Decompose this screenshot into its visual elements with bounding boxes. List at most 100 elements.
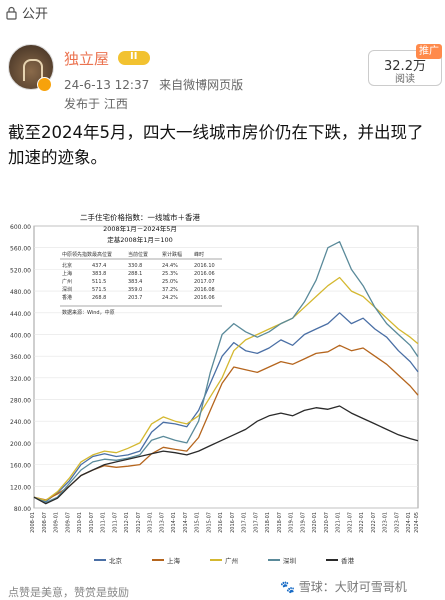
y-tick-label: 560.00 [10, 246, 31, 253]
chart-image: 80.00 120.00 160.00 200.00 240.00 280.00 320.0… [0, 190, 445, 574]
level-label: II [130, 51, 138, 62]
table-cell: 广州 [62, 278, 72, 285]
read-label: 阅读 [395, 74, 415, 85]
avatar[interactable] [8, 44, 54, 90]
x-tick-label: 2017-01 [242, 512, 248, 533]
table-cell: 571.5 [92, 287, 106, 293]
table-cell: 2016.06 [194, 295, 215, 301]
username[interactable]: 独立屋 [64, 50, 110, 68]
table-cell: 香港 [62, 294, 72, 301]
y-tick-label: 600.00 [10, 224, 31, 231]
table-cell: 2016.06 [194, 271, 215, 277]
x-tick-label: 2012-07 [136, 512, 142, 533]
x-tick-label: 2024-01 [406, 512, 412, 533]
x-tick-label: 2018-07 [277, 512, 283, 533]
table-cell: 北京 [62, 262, 72, 269]
x-tick-label: 2012-01 [124, 512, 130, 533]
x-tick-label: 2013-07 [159, 512, 165, 533]
y-tick-label: 400.00 [10, 332, 31, 339]
x-tick-label: 2018-01 [265, 512, 271, 533]
legend-label-香港: 香港 [341, 556, 355, 565]
chart-base-note: 定基2008年1月＝100 [107, 235, 173, 244]
table-cell: 359.0 [128, 287, 142, 293]
x-tick-label: 2022-07 [371, 512, 377, 533]
watermark-text: 🐾 雪球：大财可雪哥机 [280, 580, 407, 594]
table-header: 峰时 [194, 251, 204, 258]
x-tick-label: 2014-01 [171, 512, 177, 533]
series-line-北京 [33, 312, 419, 503]
level-badge: II [118, 51, 150, 65]
x-tick-label: 2008-01 [30, 512, 36, 533]
y-tick-label: 80.00 [14, 506, 31, 513]
top-bar: 公开 [0, 0, 445, 26]
table-cell: 2016.08 [194, 287, 215, 293]
table-cell: 25.0% [162, 279, 178, 285]
table-cell: 上海 [62, 270, 72, 277]
table-cell: 37.2% [162, 287, 178, 293]
x-tick-label: 2008-07 [42, 512, 48, 533]
table-header: 当前位置 [128, 251, 148, 258]
y-tick-label: 320.00 [10, 376, 31, 383]
table-header: 最高位置 [92, 251, 112, 258]
visibility-label: 公开 [22, 7, 49, 22]
y-tick-label: 160.00 [10, 463, 31, 470]
legend-label-北京: 北京 [109, 556, 123, 565]
post-source: 来自微博网页版 [159, 78, 244, 92]
verified-badge-icon [37, 77, 52, 92]
y-tick-label: 440.00 [10, 311, 31, 318]
table-cell: 288.1 [128, 271, 142, 277]
table-header: 累计跌幅 [162, 251, 182, 258]
y-tick-label: 240.00 [10, 419, 31, 426]
table-source: 数据来源：Wind，中原 [62, 309, 115, 316]
x-tick-label: 2016-01 [218, 512, 224, 533]
chart-title: 二手住宅价格指数：一线城市＋香港 [80, 212, 200, 222]
promote-tag[interactable]: 推广 [416, 44, 442, 59]
x-tick-label: 2023-01 [383, 512, 389, 533]
table-cell: 383.8 [92, 271, 106, 277]
y-tick-label: 200.00 [10, 441, 31, 448]
table-cell: 437.4 [92, 263, 106, 269]
table-cell: 24.2% [162, 295, 178, 301]
x-tick-label: 2020-01 [312, 512, 318, 533]
footer-text: 点赞是美意，赞赏是鼓励 [8, 586, 129, 599]
x-tick-label: 2014-07 [183, 512, 189, 533]
y-tick-label: 360.00 [10, 354, 31, 361]
post-text: 截至2024年5月，四大一线城市房价仍在下跌，并出现了加速的迹象。 [8, 123, 424, 167]
series-line-香港 [33, 405, 419, 505]
y-tick-label: 480.00 [10, 289, 31, 296]
lock-icon [6, 6, 17, 20]
x-tick-label: 2016-07 [230, 512, 236, 533]
table-cell: 25.3% [162, 271, 178, 277]
x-tick-label: 2011-01 [101, 512, 107, 533]
table-cell: 511.5 [92, 279, 106, 285]
series-line-广州 [33, 276, 419, 502]
x-tick-label: 2020-07 [324, 512, 330, 533]
x-tick-label: 2009-07 [65, 512, 71, 533]
legend-label-广州: 广州 [225, 556, 238, 565]
legend-label-深圳: 深圳 [283, 556, 296, 565]
legend-label-上海: 上海 [167, 556, 181, 565]
table-cell: 383.4 [128, 279, 142, 285]
post-date: 24-6-13 12:37 [64, 78, 150, 92]
price-index-chart: 80.00 120.00 160.00 200.00 240.00 280.00 320.0… [10, 212, 420, 565]
read-count: 32.2万 [384, 59, 426, 74]
x-tick-label: 2021-07 [347, 512, 353, 533]
x-tick-label: 2011-07 [112, 512, 118, 533]
table-cell: 268.8 [92, 295, 106, 301]
x-tick-label: 2022-01 [359, 512, 365, 533]
post-location: 发布于 江西 [64, 97, 128, 111]
y-tick-label: 120.00 [10, 484, 31, 491]
x-tick-label: 2021-01 [336, 512, 342, 533]
x-tick-label: 2019-01 [289, 512, 295, 533]
table-cell: 24.4% [162, 263, 178, 269]
x-tick-label: 2015-07 [206, 512, 212, 533]
table-cell: 330.8 [128, 263, 142, 269]
table-cell: 2016.10 [194, 263, 215, 269]
table-cell: 深圳 [62, 286, 72, 293]
x-tick-label: 2024-05 [414, 512, 420, 533]
read-count-box: 32.2万 阅读 [368, 50, 442, 86]
series-line-深圳 [33, 241, 419, 504]
x-tick-label: 2023-07 [394, 512, 400, 533]
x-tick-label: 2010-01 [77, 512, 83, 533]
y-tick-label: 280.00 [10, 398, 31, 405]
